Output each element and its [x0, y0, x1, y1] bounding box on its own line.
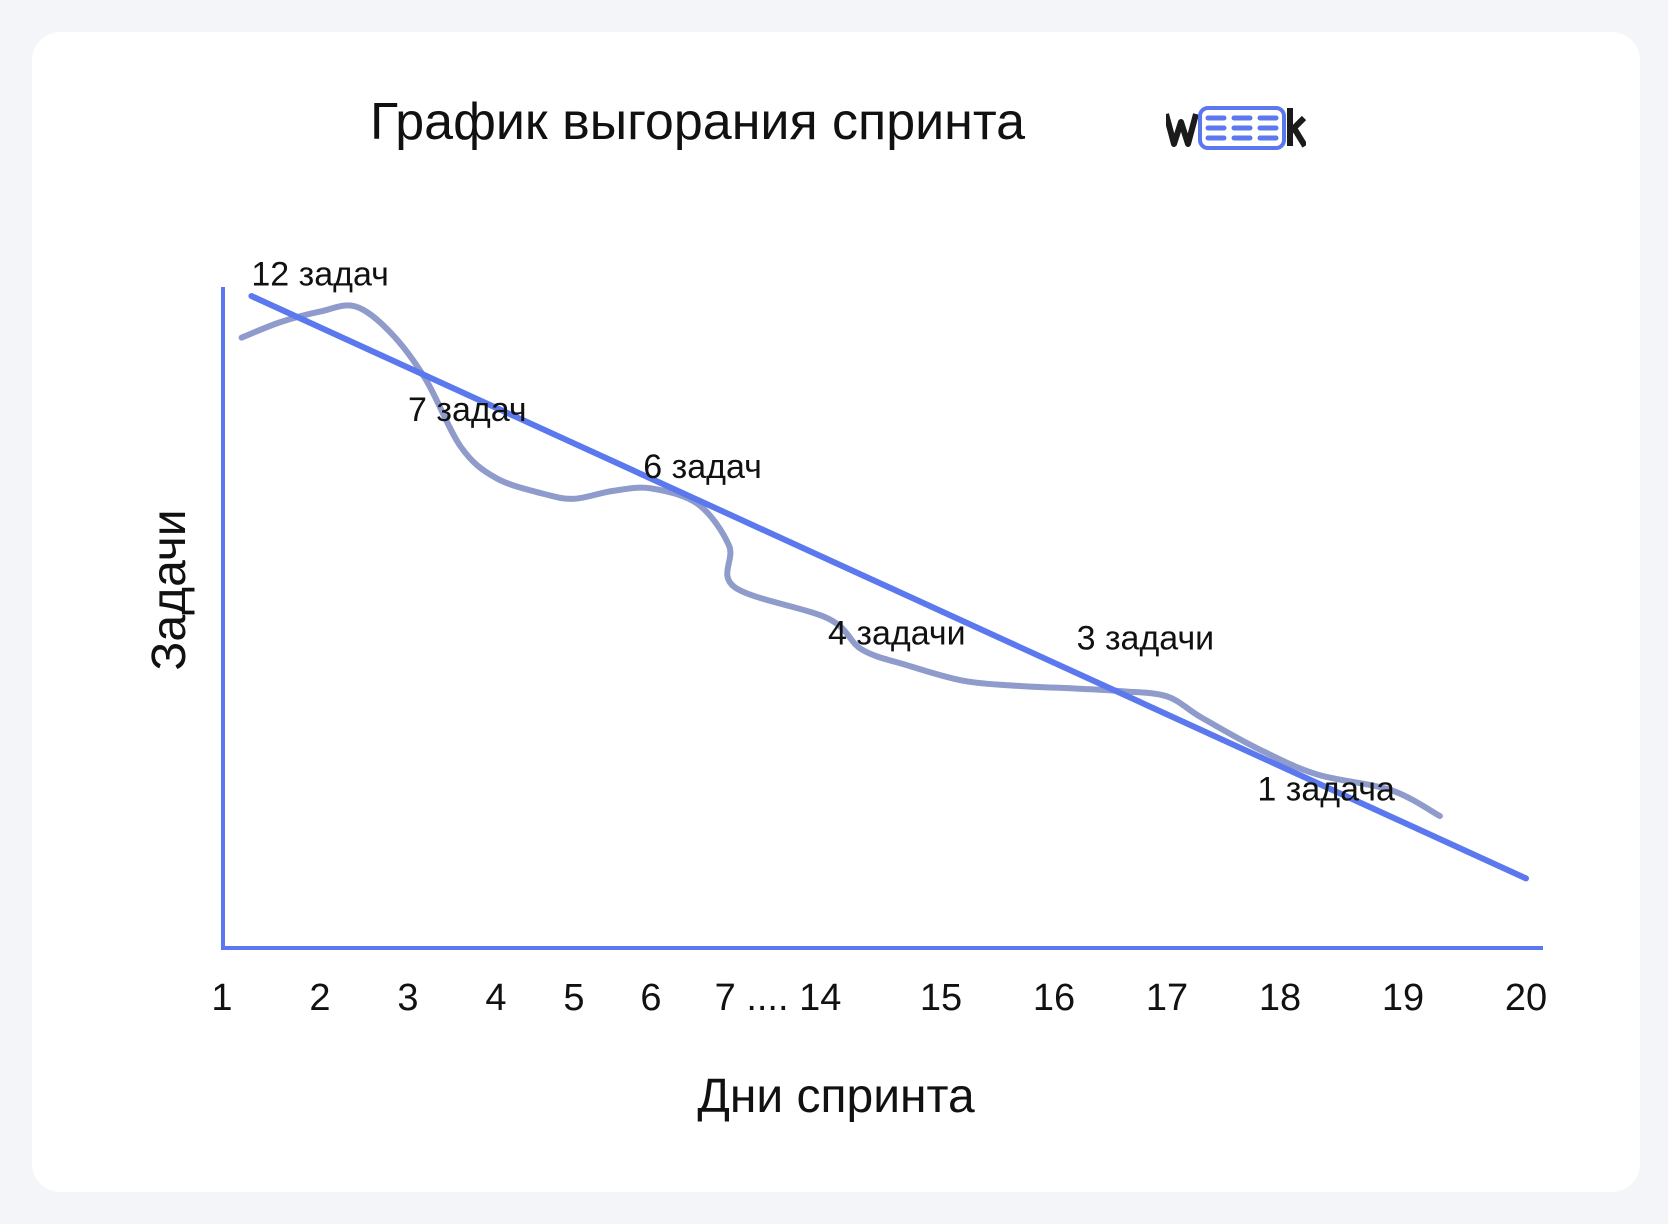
weeek-logo: [1166, 104, 1306, 154]
x-tick-label: 5: [563, 977, 584, 1019]
actual-burndown-line: [238, 302, 1443, 819]
weeek-logo-icon: [1166, 106, 1306, 150]
x-tick-label: 3: [397, 977, 418, 1019]
chart-card: [32, 32, 1640, 1192]
x-tick-label: 17: [1146, 977, 1188, 1019]
x-tick-label: 18: [1259, 977, 1301, 1019]
chart-title: График выгорания спринта: [370, 93, 1026, 151]
x-tick-label: 16: [1033, 977, 1075, 1019]
x-tick-label: 20: [1505, 977, 1547, 1019]
x-tick-label: 6: [640, 977, 661, 1019]
x-tick-label: 4: [485, 977, 506, 1019]
y-axis-title: Задачи: [143, 509, 196, 670]
ideal-burndown-line: [248, 293, 1529, 882]
x-tick-label: 7 .... 14: [715, 977, 842, 1019]
x-tick-label: 2: [309, 977, 330, 1019]
x-tick-label: 15: [920, 977, 962, 1019]
annotation-label: 12 задач: [251, 256, 388, 294]
annotation-label: 6 задач: [643, 448, 762, 486]
annotation-label: 3 задачи: [1077, 620, 1215, 658]
x-tick-label: 19: [1382, 977, 1424, 1019]
x-axis-title: Дни спринта: [697, 1070, 975, 1123]
annotation-label: 1 задача: [1257, 770, 1395, 808]
annotation-label: 7 задач: [408, 391, 527, 429]
x-tick-label: 1: [211, 977, 232, 1019]
annotation-label: 4 задачи: [828, 614, 966, 652]
